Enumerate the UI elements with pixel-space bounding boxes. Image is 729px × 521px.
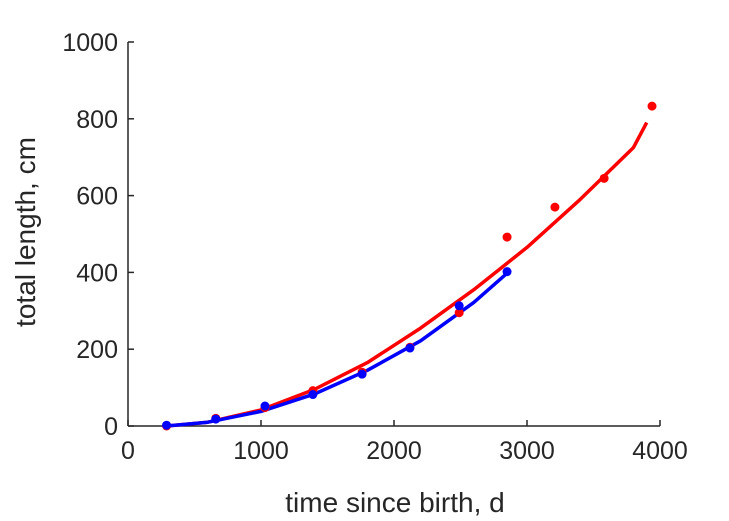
x-tick-label: 1000 [233,437,289,465]
x-tick-label: 0 [121,437,135,465]
data-point-0 [454,308,464,318]
y-tick-label: 0 [104,413,118,441]
y-axis-label: total length, cm [10,137,41,327]
data-point-0 [599,173,609,183]
y-tick-label: 800 [76,106,118,134]
data-point-0 [502,232,512,242]
fit-line-0 [166,121,649,428]
y-tick-label: 200 [76,336,118,364]
data-point-1 [211,414,221,424]
axes: 0 1000 2000 3000 4000 0 200 400 600 800 1000 [62,29,687,465]
data-point-1 [162,420,172,430]
fit-lines [166,121,649,428]
data-point-0 [550,202,560,212]
data-point-1 [308,390,318,400]
y-tick-label: 600 [76,183,118,211]
y-tick-label: 1000 [62,29,118,57]
data-point-0 [647,101,657,111]
x-tick-label: 3000 [499,437,555,465]
x-axis-label: time since birth, d [285,487,504,518]
data-point-1 [357,369,367,379]
data-points [162,101,657,431]
data-point-1 [454,301,464,311]
x-tick-label: 4000 [632,437,688,465]
x-tick-label: 2000 [366,437,422,465]
fit-line-1 [166,271,509,428]
y-tick-label: 400 [76,259,118,287]
data-point-1 [260,401,270,411]
data-point-1 [405,343,415,353]
data-point-1 [502,267,512,277]
